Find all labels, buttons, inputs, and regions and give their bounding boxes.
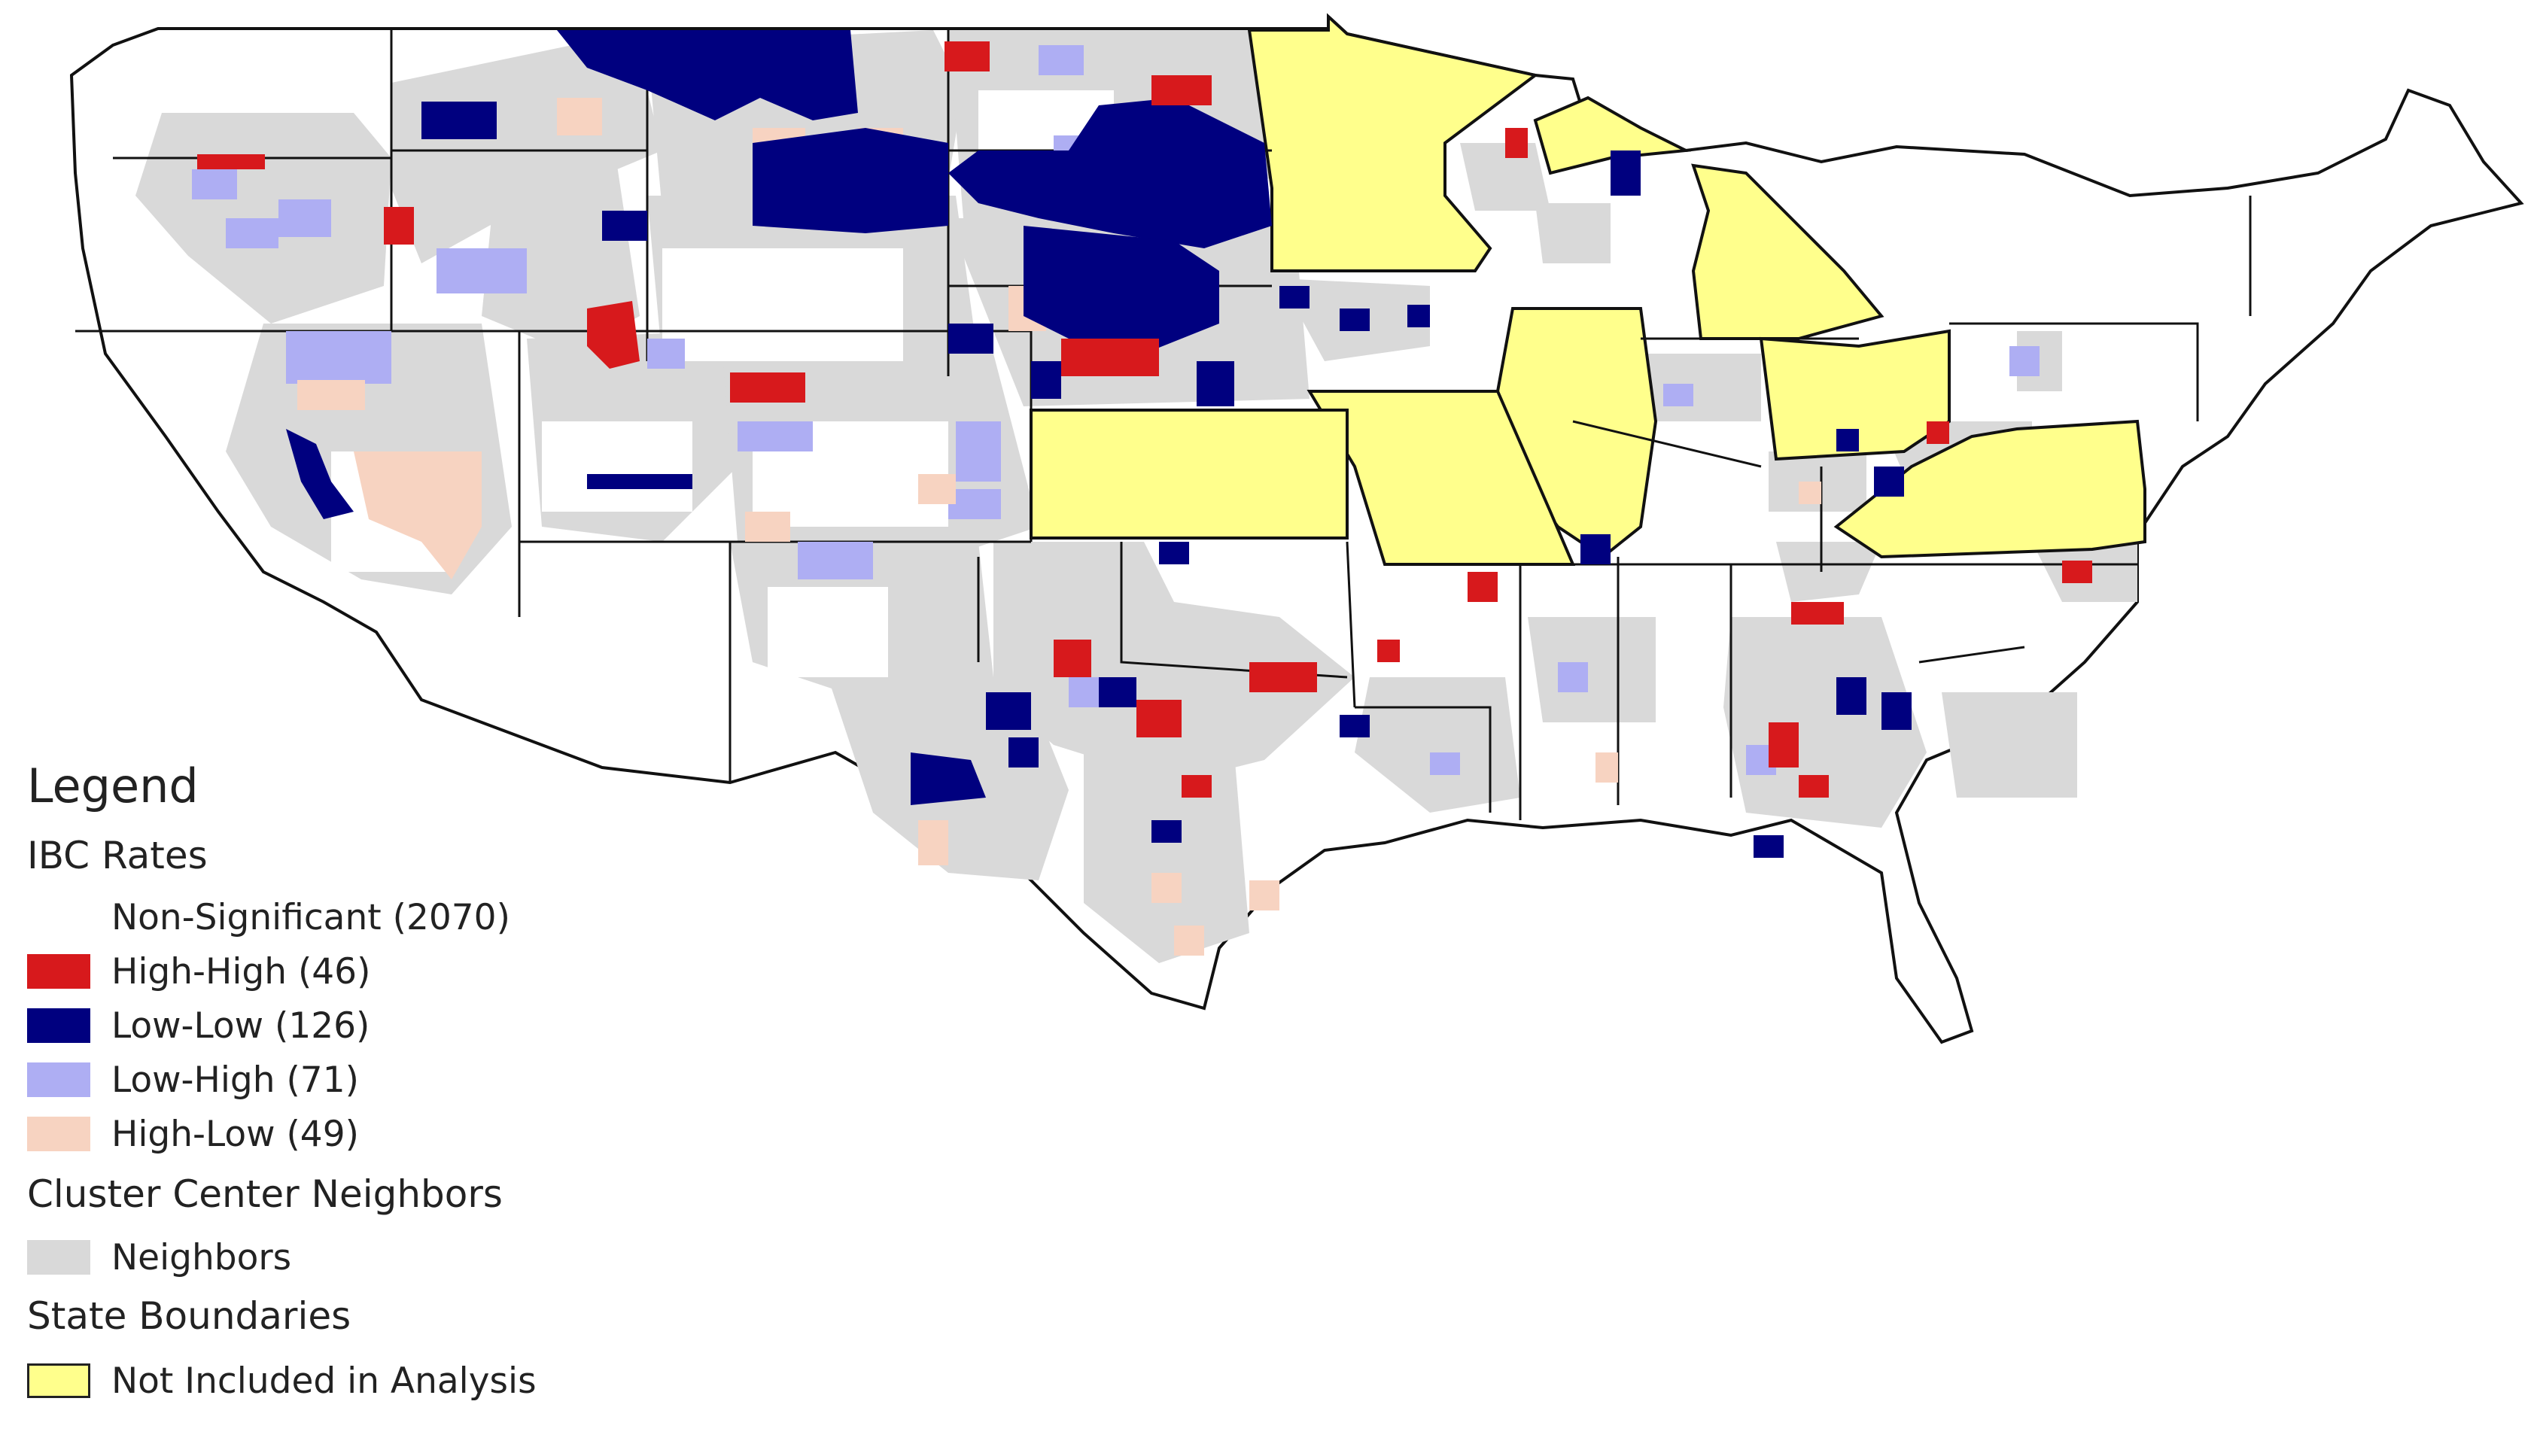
state-wisconsin-up bbox=[1533, 96, 1692, 175]
legend-label: Non-Significant (2070) bbox=[111, 897, 510, 938]
legend-item-low-high: Low-High (71) bbox=[27, 1059, 569, 1105]
legend-swatch-not-included bbox=[27, 1363, 90, 1398]
legend-item-low-low: Low-Low (126) bbox=[27, 1005, 569, 1050]
non-significant-regions bbox=[331, 90, 1114, 677]
legend-swatch-high-low bbox=[27, 1117, 90, 1151]
legend-swatch-non-significant bbox=[27, 900, 90, 935]
legend-title: Legend bbox=[27, 758, 199, 813]
legend-swatch-low-low bbox=[27, 1008, 90, 1043]
legend-label: Neighbors bbox=[111, 1237, 292, 1278]
low-low-clusters bbox=[286, 30, 1912, 858]
legend-item-high-high: High-High (46) bbox=[27, 951, 569, 996]
high-high-clusters bbox=[197, 41, 2092, 798]
state-michigan bbox=[1691, 163, 1884, 340]
legend-label: High-High (46) bbox=[111, 951, 371, 992]
legend-group-state-boundaries: State Boundaries bbox=[27, 1294, 351, 1338]
legend-swatch-neighbors bbox=[27, 1240, 90, 1275]
legend-label: Low-Low (126) bbox=[111, 1005, 370, 1047]
legend-label: High-Low (49) bbox=[111, 1114, 359, 1155]
legend-swatch-high-high bbox=[27, 954, 90, 989]
excluded-states bbox=[1030, 13, 2146, 566]
legend-label: Low-High (71) bbox=[111, 1059, 359, 1101]
legend-item-neighbors: Neighbors bbox=[27, 1237, 569, 1282]
state-kansas bbox=[1030, 409, 1349, 540]
legend-item-not-included: Not Included in Analysis bbox=[27, 1360, 569, 1406]
high-low-clusters bbox=[297, 98, 1821, 956]
legend-item-non-significant: Non-Significant (2070) bbox=[27, 897, 569, 942]
legend-group-ibc-rates: IBC Rates bbox=[27, 834, 208, 877]
state-minnesota bbox=[1247, 13, 1539, 272]
legend-group-neighbors: Cluster Center Neighbors bbox=[27, 1172, 503, 1216]
legend-swatch-low-high bbox=[27, 1062, 90, 1097]
legend-label: Not Included in Analysis bbox=[111, 1360, 537, 1402]
legend-item-high-low: High-Low (49) bbox=[27, 1114, 569, 1159]
state-virginia-wv-md bbox=[1833, 419, 2146, 559]
